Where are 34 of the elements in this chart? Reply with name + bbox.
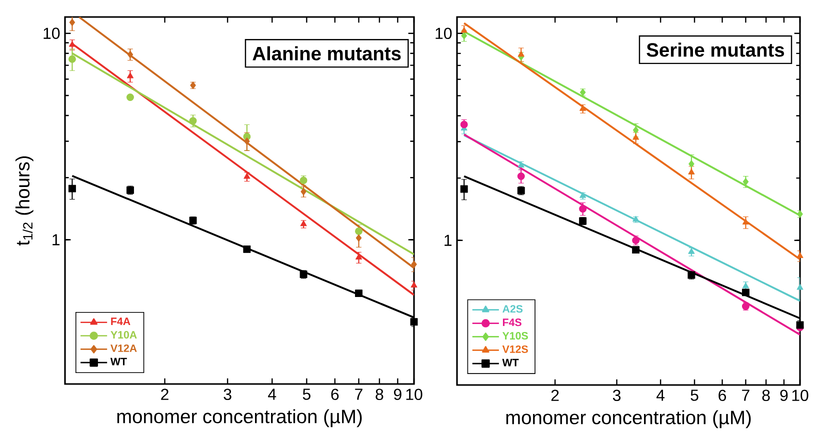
legend-label: Y10S: [502, 332, 528, 340]
x-tick-label: 3: [612, 390, 621, 402]
x-tick-label: 3: [224, 388, 232, 400]
legend-label: F4A: [111, 318, 130, 326]
text: Alanine mutants: [252, 46, 401, 60]
x-tick-label: 8: [762, 390, 770, 402]
x-tick-label: 2: [161, 388, 168, 400]
x-tick-label: 7: [355, 388, 362, 400]
y-tick-label: 1: [444, 234, 452, 246]
x-axis-title: monomer concentration (µM): [506, 410, 751, 428]
x-tick-label: 4: [268, 388, 276, 400]
x-tick-label: 5: [690, 390, 698, 401]
x-tick-label: 5: [302, 388, 310, 400]
x-tick-label: 9: [394, 388, 402, 400]
x-tick-label: 4: [656, 390, 665, 401]
legend-label: A2S: [502, 305, 523, 313]
legend-label: WT: [110, 358, 127, 366]
legend-label: V12S: [502, 345, 528, 353]
legend-label: Y10A: [110, 331, 137, 339]
x-tick-label: 10: [406, 388, 422, 400]
x-tick-label: 6: [331, 388, 339, 400]
x-tick-label: 2: [551, 390, 559, 401]
x-tick-label: 7: [742, 390, 750, 401]
x-tick-label: 8: [376, 388, 384, 400]
y-axis-title: t$_{1/2}$ (hours): [15, 156, 34, 246]
text: Serine mutants: [646, 42, 784, 57]
x-tick-label: 10: [792, 390, 808, 402]
legend-label: V12A: [110, 344, 137, 352]
y-tick-label: 1: [52, 234, 60, 246]
x-tick-label: 6: [718, 390, 726, 402]
x-axis-title: monomer concentration (µM): [117, 409, 362, 428]
legend-label: WT: [502, 358, 519, 366]
x-tick-label: 9: [780, 390, 788, 402]
legend-label: F4S: [502, 318, 522, 326]
